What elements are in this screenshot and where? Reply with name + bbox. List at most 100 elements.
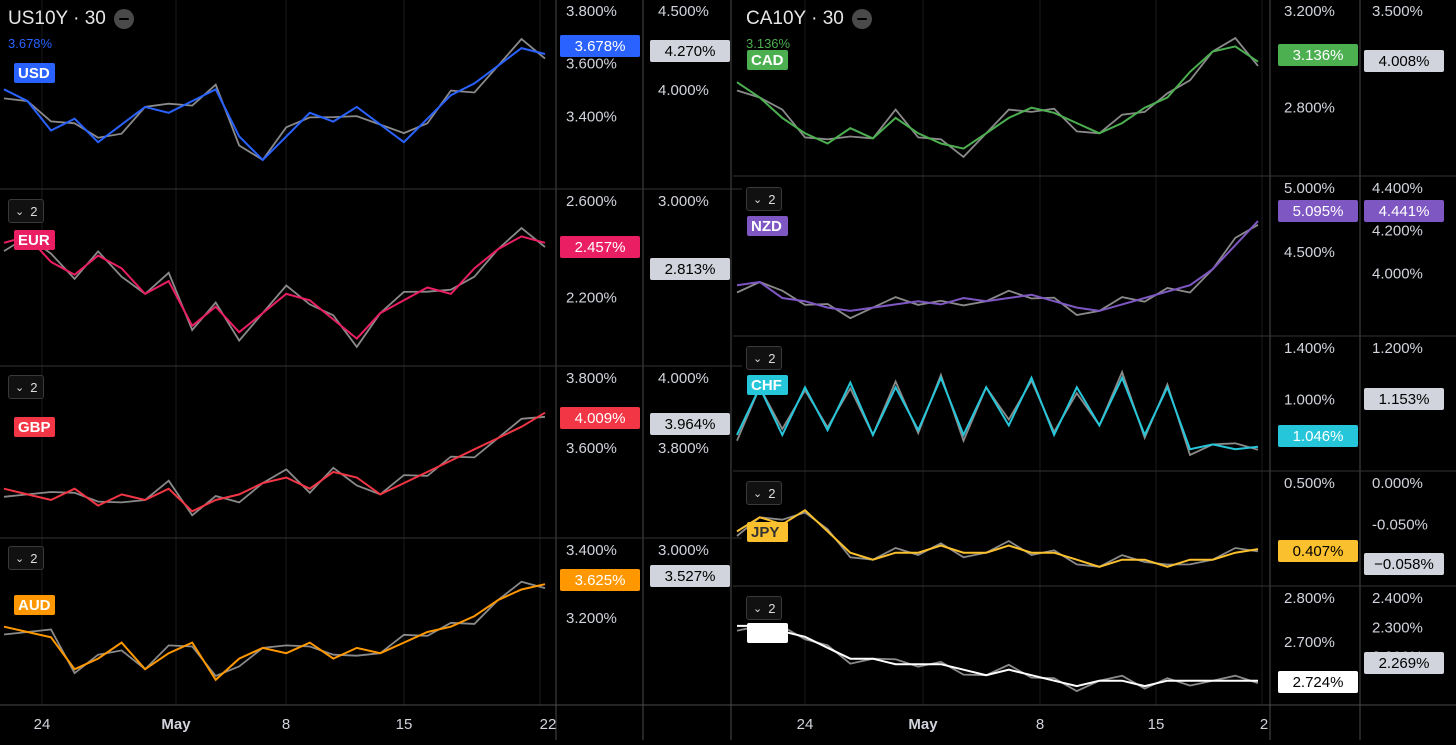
- right-symbol-header: CA10Y · 30: [746, 8, 872, 30]
- y-axis-tick-outer: 3.000%: [658, 542, 709, 559]
- legend-label-nzd: NZD: [751, 218, 782, 235]
- pane-toggle-nzd[interactable]: ⌄ 2: [746, 187, 783, 211]
- y-axis-tick-inner: 4.500%: [1284, 244, 1335, 261]
- legend-label-cny: CNY: [751, 625, 783, 642]
- x-axis-tick: 2: [1260, 716, 1268, 733]
- left-symbol-title: US10Y · 30: [8, 8, 106, 29]
- series-line-cad: [736, 45, 1259, 150]
- series-line-gbp: [3, 411, 546, 513]
- chevron-down-icon: ⌄: [753, 352, 763, 365]
- legend-tag-cad: [747, 50, 788, 70]
- last-value-badge: [1278, 671, 1358, 693]
- last-value-label: 1.153%: [1379, 391, 1430, 408]
- legend-label-cad: CAD: [751, 52, 784, 69]
- y-axis-tick-outer: -0.050%: [1372, 517, 1428, 534]
- y-axis-tick-inner: 3.600%: [566, 56, 617, 73]
- last-value-label: 4.009%: [575, 410, 626, 427]
- collapse-icon[interactable]: [851, 9, 872, 29]
- y-axis-tick-inner: 0.500%: [1284, 475, 1335, 492]
- y-axis-tick-outer: 4.000%: [658, 370, 709, 387]
- right-symbol-title: CA10Y · 30: [746, 8, 844, 29]
- series-line-cny: [737, 624, 1258, 688]
- pane-toggle-gbp[interactable]: ⌄ 2: [8, 375, 45, 399]
- x-axis-tick: 8: [282, 716, 290, 733]
- pane-toggle-label: 2: [30, 550, 38, 566]
- collapse-icon[interactable]: [113, 9, 134, 29]
- y-axis-tick-outer: 3.500%: [1372, 3, 1423, 20]
- legend-tag-aud: [14, 595, 55, 615]
- comparison-series-line: [3, 415, 546, 517]
- y-axis-tick-outer: 4.200%: [1372, 223, 1423, 240]
- x-axis-tick: 24: [34, 716, 51, 733]
- series-line-nzd: [736, 220, 1259, 312]
- y-axis-tick-outer: 0.000%: [1372, 475, 1423, 492]
- last-value-label: −0.058%: [1374, 556, 1434, 573]
- comparison-series-line: [3, 37, 546, 162]
- y-axis-tick-inner: 2.700%: [1284, 634, 1335, 651]
- last-value-label: 4.441%: [1379, 203, 1430, 220]
- left-symbol-last-value: 3.678%: [8, 36, 53, 51]
- series-line-jpy: [736, 508, 1259, 568]
- pane-toggle-aud[interactable]: ⌄ 2: [8, 546, 45, 570]
- pane-toggle-eur[interactable]: ⌄ 2: [8, 199, 45, 223]
- last-value-badge: [560, 569, 640, 591]
- legend-tag-chf: [747, 375, 788, 395]
- y-axis-tick-inner: 5.000%: [1284, 180, 1335, 197]
- last-value-badge: [1364, 50, 1444, 72]
- y-axis-tick-inner: 1.000%: [1284, 392, 1335, 409]
- legend-label-jpy: JPY: [751, 524, 779, 541]
- comparison-series-line: [736, 36, 1259, 159]
- x-axis-tick: 15: [396, 716, 413, 733]
- last-value-label: 2.269%: [1379, 655, 1430, 672]
- comparison-series-line: [736, 511, 1259, 568]
- last-value-label: 2.724%: [1293, 674, 1344, 691]
- series-line-chf: [736, 375, 1259, 451]
- last-value-badge: [560, 407, 640, 429]
- y-axis-tick-inner: 3.400%: [566, 542, 617, 559]
- y-axis-tick-inner: 3.800%: [566, 3, 617, 20]
- chevron-down-icon: ⌄: [15, 205, 25, 218]
- last-value-badge: [650, 565, 730, 587]
- last-value-label: 3.136%: [1293, 47, 1344, 64]
- chevron-down-icon: ⌄: [15, 552, 25, 565]
- y-axis-tick-inner: 2.600%: [566, 193, 617, 210]
- chevron-down-icon: ⌄: [753, 602, 763, 615]
- last-value-badge: [650, 413, 730, 435]
- y-axis-tick-outer: 2.300%: [1372, 619, 1423, 636]
- last-value-badge: [1364, 200, 1444, 222]
- x-axis-tick: 22: [540, 716, 557, 733]
- y-axis-tick-inner: 3.400%: [566, 108, 617, 125]
- last-value-badge: [1278, 200, 1358, 222]
- legend-label-gbp: GBP: [18, 419, 51, 436]
- pane-toggle-label: 2: [768, 191, 776, 207]
- last-value-badge: [1364, 388, 1444, 410]
- last-value-label: 2.457%: [575, 239, 626, 256]
- chevron-down-icon: ⌄: [753, 487, 763, 500]
- last-value-label: 3.678%: [575, 38, 626, 55]
- comparison-series-line: [3, 580, 546, 677]
- y-axis-tick-outer: 4.400%: [1372, 180, 1423, 197]
- pane-toggle-jpy[interactable]: ⌄ 2: [746, 481, 783, 505]
- x-axis-tick: May: [908, 716, 938, 733]
- y-axis-tick-inner: 2.800%: [1284, 590, 1335, 607]
- pane-toggle-label: 2: [768, 600, 776, 616]
- series-line-eur: [3, 235, 546, 340]
- pane-toggle-chf[interactable]: ⌄ 2: [746, 346, 783, 370]
- x-axis-tick: 8: [1036, 716, 1044, 733]
- legend-tag-usd: [14, 63, 55, 83]
- last-value-label: 3.964%: [665, 416, 716, 433]
- legend-label-usd: USD: [18, 65, 50, 82]
- last-value-label: 2.813%: [665, 261, 716, 278]
- y-axis-tick-outer: 4.000%: [658, 82, 709, 99]
- last-value-badge: [650, 258, 730, 280]
- legend-tag-jpy: [747, 522, 788, 542]
- series-line-aud: [3, 583, 546, 682]
- chevron-down-icon: ⌄: [753, 193, 763, 206]
- y-axis-tick-inner: 3.200%: [566, 610, 617, 627]
- y-axis-tick-outer: 3.000%: [658, 193, 709, 210]
- pane-toggle-label: 2: [30, 379, 38, 395]
- last-value-badge: [1278, 44, 1358, 66]
- x-axis-tick: 24: [797, 716, 814, 733]
- pane-toggle-cny[interactable]: ⌄ 2: [746, 596, 783, 620]
